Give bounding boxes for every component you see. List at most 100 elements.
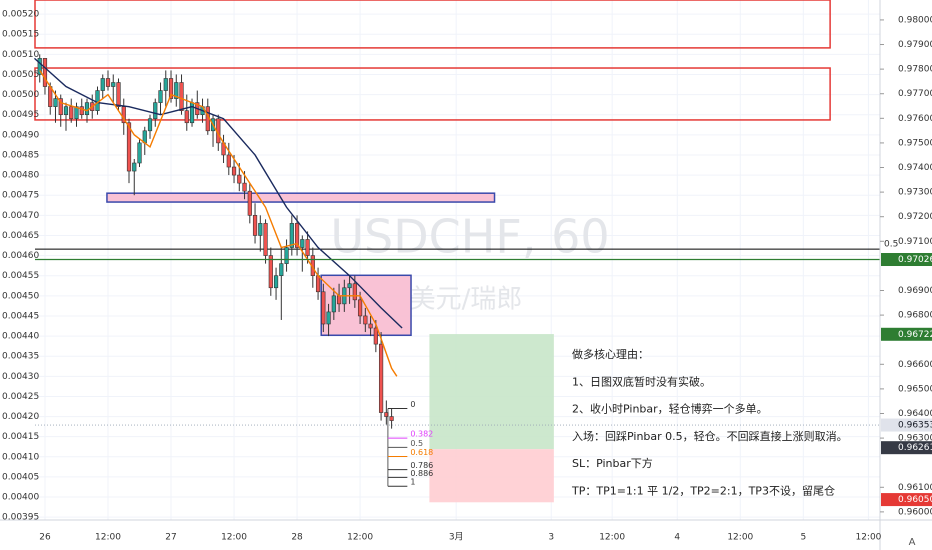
annotation-line: 入场：回踩Pinbar 0.5，轻仓。不回踩直接上涨则取消。 xyxy=(572,429,848,443)
candle-body xyxy=(289,223,294,248)
candle-body xyxy=(268,255,273,289)
candle-body xyxy=(84,102,90,116)
candle-body xyxy=(258,223,263,236)
fib-level-label: 1 xyxy=(410,478,415,487)
y-tick-label: 0.00455 xyxy=(2,271,39,281)
candle-body xyxy=(363,315,368,325)
annotation-line: 2、收小时Pinbar，轻仓博弈一个多单。 xyxy=(572,402,768,416)
candle-body xyxy=(100,78,105,91)
candle-body xyxy=(132,162,137,172)
y-tick-label: 0.00430 xyxy=(2,372,39,382)
y-tick-label: 0.00485 xyxy=(2,150,39,160)
candle-body xyxy=(179,82,184,111)
x-tick-label: 4 xyxy=(674,533,680,543)
y-tick-label: 0.00470 xyxy=(2,211,39,221)
zone xyxy=(34,0,831,49)
y2-tick-label: 0.98000 xyxy=(898,15,932,25)
y2-tick-label: 0.97500 xyxy=(898,138,932,148)
candle-body xyxy=(58,98,63,116)
candle-body xyxy=(326,311,331,325)
y-tick-label: 0.00495 xyxy=(2,110,39,120)
y2-tick-label: 0.97900 xyxy=(898,40,932,50)
y2-tick-label: 0.97600 xyxy=(898,114,932,124)
candle-body xyxy=(74,106,79,120)
y2-tick-label: 0.96800 xyxy=(898,311,932,321)
x-tick-label: 28 xyxy=(291,533,303,543)
fib-level-label: 0.886 xyxy=(410,469,433,478)
watermark-sub: 美元/瑞郎 xyxy=(410,285,523,315)
candle-body xyxy=(352,283,357,301)
candle-body xyxy=(42,58,48,87)
candle-body xyxy=(158,90,163,103)
candle-body xyxy=(368,323,373,329)
watermark: USDCHF, 60 xyxy=(330,210,609,264)
y-tick-label: 0.00395 xyxy=(2,513,39,523)
price-badge xyxy=(881,418,932,432)
annotation-line: TP：TP1=1:1 平 1/2，TP2=2:1，TP3不设，留尾仓 xyxy=(571,484,835,498)
y2-tick-label: 0.97300 xyxy=(898,188,932,198)
y-tick-label: 0.00475 xyxy=(2,191,39,201)
y-tick-label: 0.00445 xyxy=(2,311,39,321)
price-badge-label: 0.96261 xyxy=(898,443,932,453)
candle-body xyxy=(279,263,284,276)
candle-body xyxy=(174,82,179,99)
candle-body xyxy=(111,82,116,87)
y2-tick-label: 0.97800 xyxy=(898,65,932,75)
fib-level-label: 0 xyxy=(410,400,415,409)
candle-body xyxy=(69,106,74,120)
y-tick-label: 0.00510 xyxy=(2,50,39,60)
candle-body xyxy=(168,78,174,99)
x-tick-label: 3 xyxy=(548,533,554,543)
candle-body xyxy=(226,154,231,168)
x-tick-label: 3月 xyxy=(449,532,464,543)
candle-body xyxy=(263,223,268,256)
price-badge xyxy=(881,441,932,455)
y2-tick-label: 0.96000 xyxy=(898,507,932,517)
fib-level-label: 0.786 xyxy=(410,461,433,470)
annotation-line: SL：Pinbar下方 xyxy=(572,456,653,470)
y-tick-label: 0.00505 xyxy=(2,70,39,80)
candle-body xyxy=(300,239,305,248)
moving-average xyxy=(39,70,398,377)
candle-body xyxy=(357,299,363,317)
price-badge xyxy=(881,253,932,267)
x-tick-label: 12:00 xyxy=(347,533,373,543)
candle-body xyxy=(153,102,158,120)
candle-body xyxy=(116,82,121,107)
candle-body xyxy=(163,78,168,91)
y-tick-label: 0.00415 xyxy=(2,432,39,442)
candle-body xyxy=(284,247,289,264)
price-badge-label: 0.97026 xyxy=(898,255,932,265)
auto-scale-button[interactable]: A xyxy=(909,537,916,548)
candle-body xyxy=(105,78,111,87)
y-tick-label: 0.00435 xyxy=(2,352,39,362)
candle-body xyxy=(347,283,352,289)
candle-body xyxy=(252,215,258,236)
y-tick-label: 0.00480 xyxy=(2,171,39,181)
y-tick-label: 0.00490 xyxy=(2,130,39,140)
candle-body xyxy=(321,291,326,325)
candle-body xyxy=(231,166,237,176)
y-tick-label: 0.00420 xyxy=(2,412,39,422)
zone xyxy=(429,334,554,450)
y2-tick-label: 0.96300 xyxy=(898,434,932,444)
candle-body xyxy=(63,106,69,116)
y2-tick-label: 0.97200 xyxy=(898,212,932,222)
y-tick-label: 0.00465 xyxy=(2,231,39,241)
y2-tick-label: 0.97100 xyxy=(898,237,932,247)
price-badge xyxy=(881,327,932,341)
y2-tick-label: 0.96500 xyxy=(898,384,932,394)
y-tick-label: 0.00520 xyxy=(2,10,39,20)
x-tick-label: 12:00 xyxy=(221,533,247,543)
candle-body xyxy=(378,343,384,413)
candle-body xyxy=(147,118,153,132)
y-tick-label: 0.00440 xyxy=(2,332,39,342)
horizontal-line-label: 0.5 xyxy=(884,240,898,250)
candle-body xyxy=(237,174,242,184)
candle-body xyxy=(126,122,132,172)
candle-body xyxy=(37,58,42,75)
y2-tick-label: 0.96100 xyxy=(898,483,932,493)
y2-tick-label: 0.96900 xyxy=(898,286,932,296)
price-badge-label: 0.96722 xyxy=(898,330,932,340)
y-tick-label: 0.00400 xyxy=(2,493,39,503)
